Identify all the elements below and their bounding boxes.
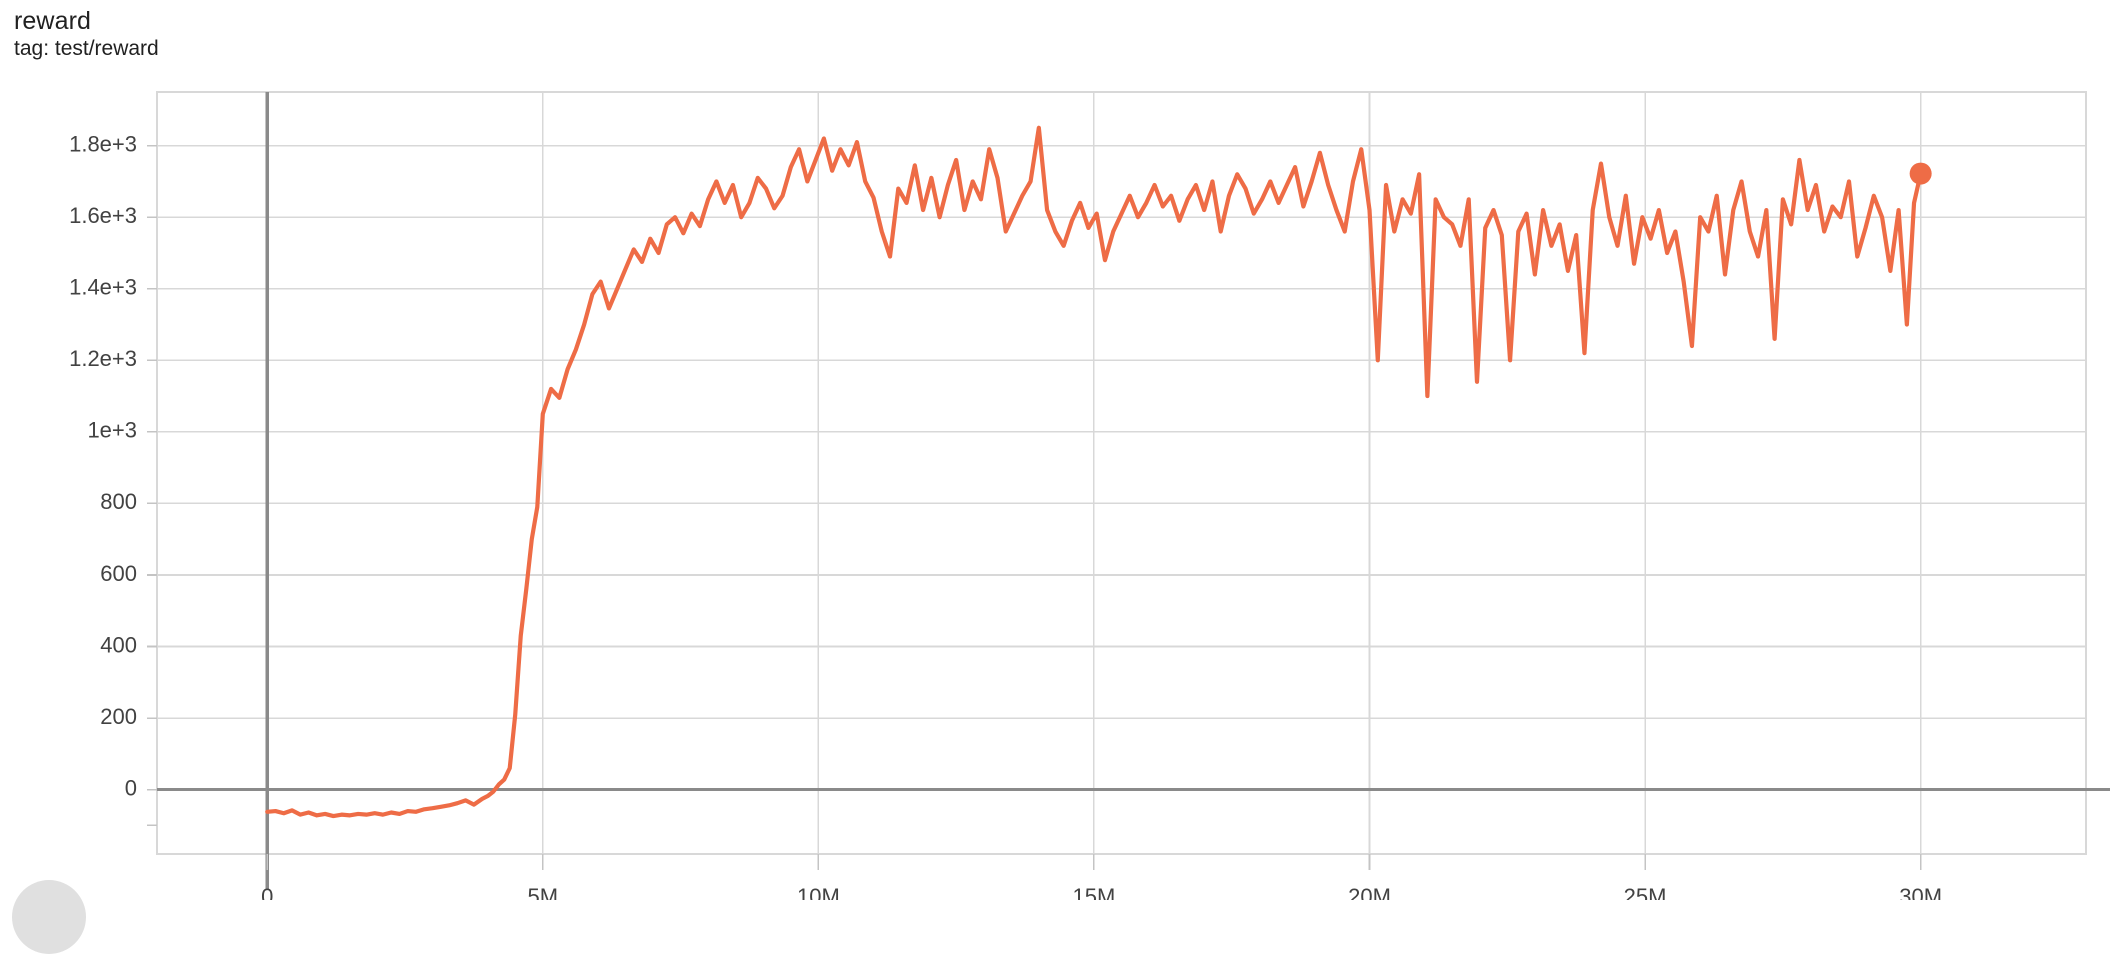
reward-line-chart[interactable]: 0 200 400 600 800 1e+3 1.2e+3 1.4e+3 1.6e+3 1.8e+… [0, 0, 2110, 900]
y-tick-label: 1.6e+3 [69, 203, 137, 228]
page-title: reward [14, 7, 92, 35]
y-tick-label: 0 [125, 775, 137, 800]
y-tick-label: 400 [100, 632, 137, 657]
last-point-marker-layer [1909, 162, 1932, 185]
series-line [265, 125, 1923, 819]
x-tick-label: 10M [797, 884, 840, 900]
series-layer [265, 125, 1923, 819]
chart-header: reward tag: test/reward [14, 8, 159, 60]
filled-circle-marker[interactable] [1909, 162, 1932, 185]
y-tick-label: 1.8e+3 [69, 131, 137, 156]
x-tick-label: 30M [1899, 884, 1942, 900]
horizontal-gridlines [156, 91, 2087, 855]
y-tick-label: 1.2e+3 [69, 346, 137, 371]
y-tick-label: 1e+3 [87, 418, 137, 443]
y-tick-label: 1.4e+3 [69, 275, 137, 300]
tick-marks [147, 144, 1922, 870]
x-axis-tick-labels: 0 5M 10M 15M 20M 25M 30M [261, 884, 1942, 900]
x-tick-label: 5M [528, 884, 559, 900]
x-tick-label: 20M [1348, 884, 1391, 900]
y-axis-tick-labels: 0 200 400 600 800 1e+3 1.2e+3 1.4e+3 1.6e+3 1.8e+… [69, 131, 137, 800]
chart-tag-subtitle: tag: test/reward [14, 37, 159, 61]
x-tick-label: 25M [1624, 884, 1667, 900]
axis-lines [157, 92, 2110, 890]
vertical-gridlines [541, 92, 1922, 854]
y-tick-label: 200 [100, 704, 137, 729]
x-tick-label: 0 [261, 884, 273, 900]
x-tick-label: 15M [1073, 884, 1116, 900]
y-tick-label: 800 [100, 489, 137, 514]
y-tick-label: 600 [100, 561, 137, 586]
